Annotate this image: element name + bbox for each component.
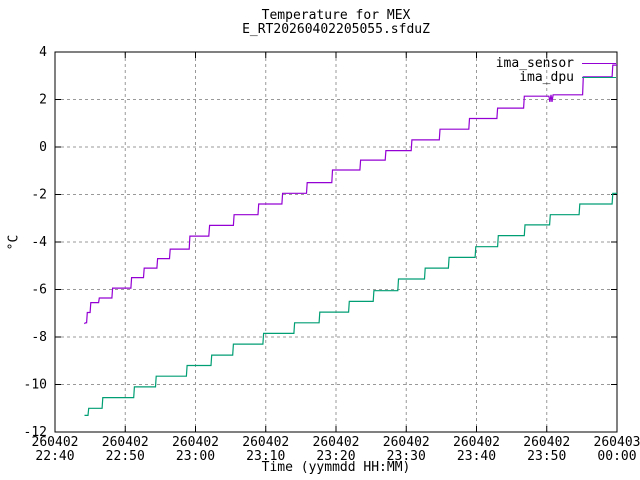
x-axis-label: Time (yymmdd HH:MM) [261, 460, 411, 475]
legend-item-ima-sensor: ima_sensor [495, 56, 616, 71]
chart-subtitle: E_RT20260402205055.sfduZ [242, 22, 430, 37]
y-axis-label: °C [6, 234, 22, 251]
svg-text:23:30: 23:30 [387, 449, 426, 464]
svg-text:23:10: 23:10 [246, 449, 285, 464]
chart-title: Temperature for MEX [261, 8, 411, 23]
svg-text:260403: 260403 [594, 435, 640, 450]
svg-text:260402: 260402 [453, 435, 500, 450]
svg-text:-8: -8 [31, 330, 47, 345]
svg-text:260402: 260402 [383, 435, 430, 450]
svg-text:260402: 260402 [523, 435, 570, 450]
legend-label-ima-dpu: ima_dpu [519, 70, 574, 85]
legend-line-sample-ima-sensor [582, 63, 616, 64]
svg-text:00:00: 00:00 [597, 449, 636, 464]
svg-text:4: 4 [39, 45, 47, 60]
svg-text:22:40: 22:40 [35, 449, 74, 464]
svg-text:23:00: 23:00 [176, 449, 215, 464]
svg-text:260402: 260402 [172, 435, 219, 450]
svg-text:22:50: 22:50 [106, 449, 145, 464]
svg-text:260402: 260402 [242, 435, 289, 450]
legend-line-sample-ima-dpu [582, 77, 616, 78]
legend: ima_sensor ima_dpu [495, 56, 616, 85]
svg-text:-4: -4 [31, 235, 47, 250]
svg-text:23:40: 23:40 [457, 449, 496, 464]
svg-text:-2: -2 [31, 188, 47, 203]
svg-text:23:50: 23:50 [527, 449, 566, 464]
svg-text:23:20: 23:20 [316, 449, 355, 464]
svg-text:260402: 260402 [313, 435, 360, 450]
svg-text:-12: -12 [24, 425, 47, 440]
svg-text:-6: -6 [31, 283, 47, 298]
svg-text:260402: 260402 [102, 435, 149, 450]
legend-item-ima-dpu: ima_dpu [496, 70, 616, 85]
svg-text:260402: 260402 [32, 435, 79, 450]
svg-text:0: 0 [39, 140, 47, 155]
svg-text:2: 2 [39, 93, 47, 108]
legend-label-ima-sensor: ima_sensor [495, 56, 574, 71]
svg-text:-10: -10 [24, 378, 47, 393]
